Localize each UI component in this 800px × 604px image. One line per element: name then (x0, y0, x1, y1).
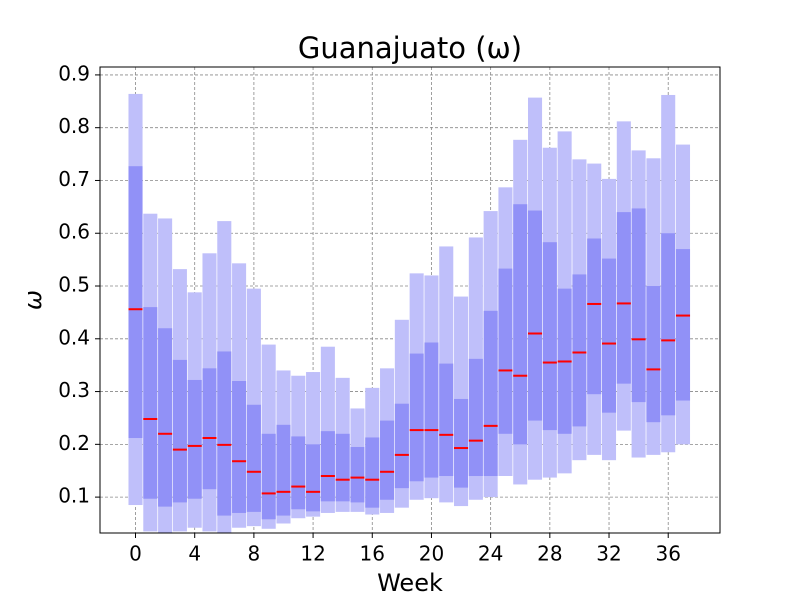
y-tick-label: 0.4 (58, 325, 90, 349)
inner-range (587, 238, 602, 395)
inner-range (158, 328, 173, 507)
inner-range (483, 310, 498, 477)
inner-range (498, 268, 513, 434)
inner-range (365, 437, 380, 508)
y-tick-label: 0.7 (58, 167, 90, 191)
inner-range (291, 436, 306, 510)
inner-range (320, 431, 335, 502)
y-tick-label: 0.6 (58, 220, 90, 244)
inner-range (306, 444, 321, 512)
y-tick-label: 0.8 (58, 114, 90, 138)
inner-range (380, 420, 395, 500)
x-tick-label: 20 (419, 542, 444, 566)
x-tick-label: 16 (360, 542, 385, 566)
inner-range (439, 363, 454, 477)
x-tick-label: 0 (129, 542, 142, 566)
chart-title: Guanajuato (ω) (298, 31, 522, 65)
inner-range (232, 381, 247, 513)
inner-range (394, 403, 409, 489)
x-tick-label: 12 (300, 542, 325, 566)
inner-range (187, 379, 202, 499)
x-tick-label: 4 (188, 542, 201, 566)
inner-range (542, 242, 557, 431)
inner-range (172, 359, 187, 503)
x-axis-label: Week (377, 569, 443, 597)
inner-range (276, 424, 291, 516)
y-axis-label: ω (19, 290, 47, 310)
inner-range (513, 204, 528, 445)
y-tick-label: 0.1 (58, 484, 90, 508)
x-tick-label: 24 (478, 542, 503, 566)
y-tick-label: 0.5 (58, 273, 90, 297)
inner-range (468, 358, 483, 477)
inner-range (128, 166, 143, 439)
inner-range (631, 208, 646, 403)
inner-range (601, 258, 617, 413)
y-tick-label: 0.3 (58, 378, 90, 402)
y-tick-label: 0.9 (58, 61, 90, 85)
inner-range (409, 353, 424, 482)
inner-range (217, 351, 232, 516)
inner-range (528, 210, 543, 421)
inner-range (616, 212, 631, 384)
inner-range (350, 446, 365, 503)
inner-range (143, 307, 158, 499)
inner-range (424, 342, 439, 478)
x-tick-label: 32 (596, 542, 621, 566)
inner-range (675, 249, 691, 401)
inner-range (646, 286, 661, 423)
inner-range (202, 368, 217, 490)
inner-range (246, 404, 261, 512)
inner-range (454, 398, 469, 488)
y-tick-label: 0.2 (58, 431, 90, 455)
inner-range (261, 433, 276, 520)
inner-range (335, 433, 350, 502)
x-tick-label: 28 (537, 542, 562, 566)
inner-range (572, 274, 587, 427)
x-tick-label: 36 (655, 542, 680, 566)
plot-frame (99, 66, 721, 534)
x-tick-label: 8 (248, 542, 261, 566)
inner-range (661, 233, 676, 416)
